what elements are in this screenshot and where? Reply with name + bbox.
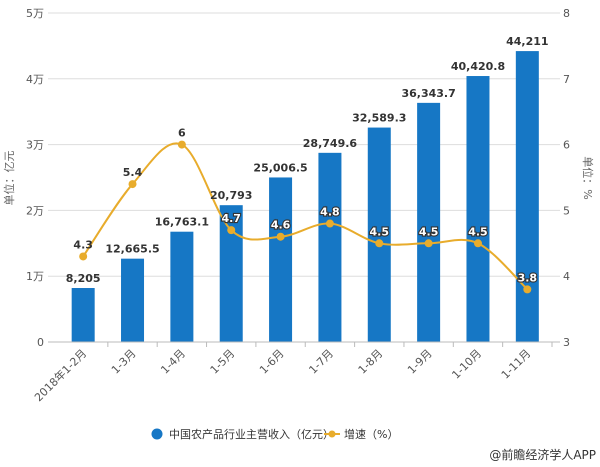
legend-line-label: 增速（%） — [344, 427, 398, 441]
y-left-tick: 5万 — [26, 7, 44, 20]
growth-point — [375, 239, 384, 248]
x-tick-label: 1-11月 — [499, 347, 534, 382]
growth-label: 4.5 — [468, 225, 488, 238]
bar-label: 8,205 — [66, 272, 101, 285]
bar-label: 44,211 — [506, 35, 548, 48]
bar — [269, 177, 293, 342]
x-tick-label: 1-10月 — [449, 347, 484, 382]
legend-line-dot — [328, 430, 336, 438]
bar — [170, 231, 194, 342]
y-left-tick: 1万 — [26, 270, 44, 283]
x-tick-label: 1-3月 — [109, 347, 139, 377]
growth-point — [128, 180, 137, 189]
y-right-tick: 8 — [563, 7, 570, 20]
growth-point — [177, 140, 186, 149]
growth-point — [325, 219, 334, 228]
x-tick-label: 1-7月 — [306, 347, 336, 377]
bar — [367, 127, 391, 342]
bar — [318, 152, 342, 342]
growth-label: 3.8 — [518, 271, 538, 284]
legend-bar-label: 中国农产品行业主营收入（亿元） — [169, 427, 334, 441]
y-right-tick: 4 — [563, 270, 570, 283]
growth-label: 4.7 — [221, 212, 241, 225]
bar-label: 12,665.5 — [105, 243, 159, 256]
growth-point — [424, 239, 433, 248]
x-tick-label: 2018年1-2月 — [31, 346, 89, 404]
growth-label: 4.5 — [370, 225, 390, 238]
y-right-tick: 5 — [563, 204, 570, 217]
growth-label: 6 — [178, 127, 186, 140]
growth-label: 5.4 — [123, 166, 143, 179]
growth-label: 4.6 — [271, 219, 291, 232]
x-tick-label: 1-8月 — [356, 347, 386, 377]
growth-line-path — [82, 142, 529, 291]
bar — [71, 288, 95, 342]
growth-point — [79, 252, 88, 261]
y-left-tick: 3万 — [26, 139, 44, 152]
growth-label: 4.3 — [73, 238, 93, 251]
bar-label: 28,749.6 — [303, 137, 358, 150]
y-left-tick: 0 — [37, 336, 44, 349]
bar — [219, 205, 243, 342]
legend-bar-marker — [151, 428, 163, 440]
x-tick-label: 1-4月 — [158, 347, 188, 377]
bar — [466, 76, 490, 343]
y-right-tick: 6 — [563, 139, 570, 152]
y-right-label: 单位：% — [581, 156, 595, 199]
y-right-tick: 7 — [563, 73, 570, 86]
growth-point — [276, 232, 285, 241]
growth-point — [227, 226, 236, 235]
bar — [515, 51, 539, 343]
data-labels: 8,205 12,665.5 16,763.1 20,793 25,006.5 28,74… — [66, 35, 549, 285]
growth-line — [79, 140, 532, 294]
growth-label: 4.8 — [320, 206, 340, 219]
x-tick-label: 1-5月 — [208, 347, 238, 377]
y-left-label: 单位：亿元 — [2, 151, 16, 206]
bar-label: 25,006.5 — [253, 161, 307, 174]
bar — [121, 258, 145, 342]
bars — [71, 51, 539, 343]
growth-point — [473, 239, 482, 248]
y-left-tick: 4万 — [26, 73, 44, 86]
bar-label: 16,763.1 — [155, 216, 209, 229]
bar-label: 36,343.7 — [401, 87, 455, 100]
x-tick-label: 1-9月 — [405, 347, 435, 377]
bar-label: 32,589.3 — [352, 112, 406, 125]
growth-label: 4.5 — [419, 225, 439, 238]
source-label: @前瞻经济学人APP — [489, 447, 596, 462]
bar-label: 40,420.8 — [451, 60, 505, 73]
y-right-tick: 3 — [563, 336, 570, 349]
y-left-tick: 2万 — [26, 204, 44, 217]
growth-point — [523, 285, 532, 294]
bar — [417, 102, 441, 342]
bar-label: 20,793 — [210, 189, 252, 202]
x-tick-label: 1-6月 — [257, 347, 287, 377]
legend[interactable]: 中国农产品行业主营收入（亿元） 增速（%） — [151, 427, 399, 441]
